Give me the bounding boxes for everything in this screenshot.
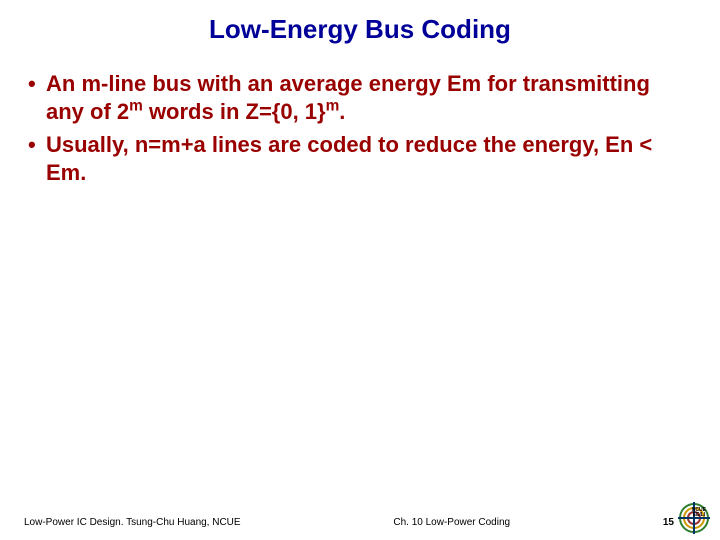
bullet-dot: • — [28, 70, 46, 98]
bullet-text: An m-line bus with an average energy Em … — [46, 70, 692, 125]
bullet-item: • An m-line bus with an average energy E… — [28, 70, 692, 125]
slide-title-text: Low-Energy Bus Coding — [209, 14, 511, 44]
bullet-dot: • — [28, 131, 46, 159]
ncue-logo-icon — [678, 502, 710, 534]
slide-footer: Low-Power IC Design. Tsung-Chu Huang, NC… — [24, 517, 674, 528]
slide-body: • An m-line bus with an average energy E… — [28, 70, 692, 192]
footer-page-number: 15 — [663, 517, 674, 528]
bullet-item: • Usually, n=m+a lines are coded to redu… — [28, 131, 692, 186]
slide-title: Low-Energy Bus Coding — [0, 14, 720, 45]
footer-left: Low-Power IC Design. Tsung-Chu Huang, NC… — [24, 517, 241, 528]
slide: Low-Energy Bus Coding • An m-line bus wi… — [0, 0, 720, 540]
footer-center: Ch. 10 Low-Power Coding — [393, 517, 510, 528]
bullet-text: Usually, n=m+a lines are coded to reduce… — [46, 131, 692, 186]
